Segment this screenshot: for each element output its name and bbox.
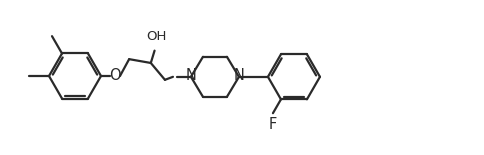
Text: F: F — [269, 117, 277, 132]
Text: OH: OH — [146, 30, 167, 43]
Text: N: N — [185, 68, 197, 83]
Text: N: N — [233, 68, 244, 83]
Text: O: O — [109, 69, 121, 84]
